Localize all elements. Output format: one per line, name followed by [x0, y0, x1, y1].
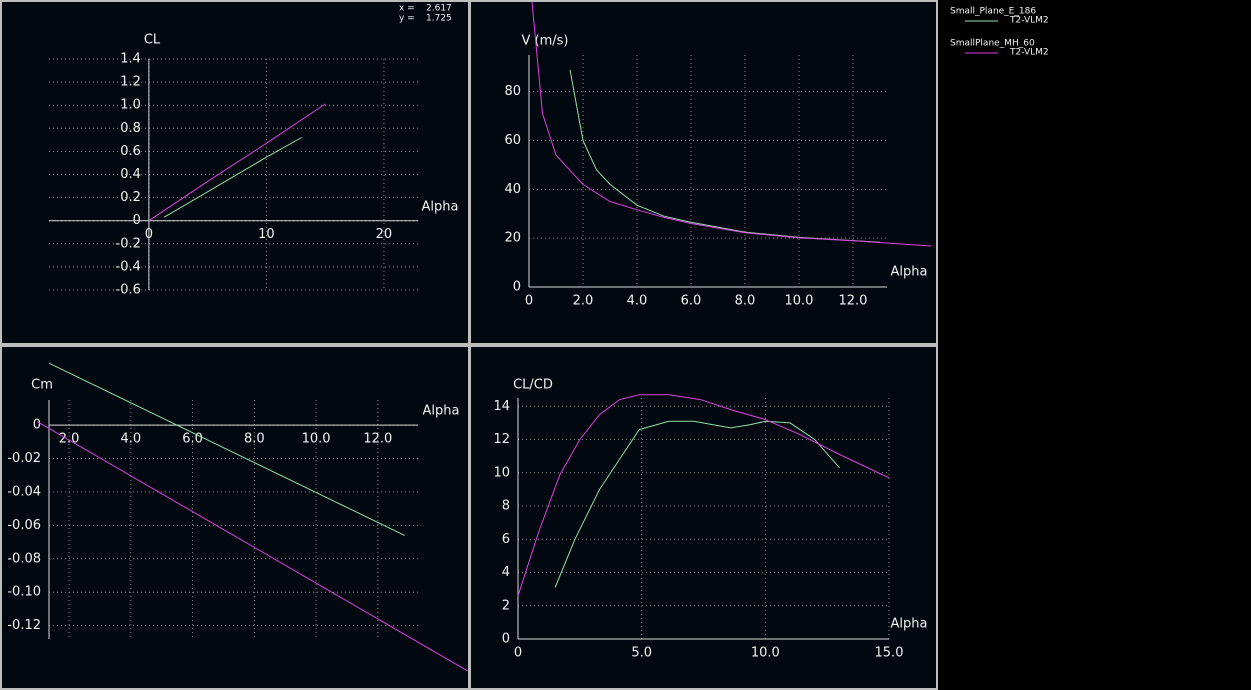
- x-tick-label: 20: [376, 227, 393, 242]
- x-tick-label: 6.0: [681, 294, 702, 309]
- chart: 0 10 20-0.6-0.4-0.200.20.40.60.81.01.21.4C…: [49, 33, 458, 298]
- y-axis-label: Cm: [31, 378, 53, 393]
- series-line: [148, 103, 326, 222]
- x-tick-label: 8.0: [735, 294, 756, 309]
- y-tick-label: 0: [33, 418, 41, 433]
- cursor-label: x =: [399, 4, 415, 14]
- x-tick-label: 8.0: [244, 432, 265, 447]
- cursor-value: 1.725: [426, 14, 452, 24]
- panel: [471, 347, 936, 688]
- x-axis-label: Alpha: [423, 404, 460, 419]
- series-line: [37, 421, 468, 672]
- y-tick-label: 1.2: [120, 75, 141, 90]
- cursor-label: y =: [399, 14, 415, 24]
- y-axis-label: CL: [144, 33, 161, 48]
- legend-polar: T2-VLM2: [1009, 16, 1049, 26]
- y-tick-label: 0: [502, 632, 510, 647]
- y-tick-label: 2: [502, 598, 510, 613]
- series-line: [48, 362, 405, 536]
- x-tick-label: 5.0: [631, 646, 652, 661]
- series-line: [163, 137, 302, 218]
- chart: 2.0 4.0 6.0 8.0 10.0 12.0-0.12-0.10-0.08-0.06…: [7, 362, 468, 672]
- legend-polar: T2-VLM2: [1009, 48, 1049, 58]
- x-axis-label: Alpha: [891, 617, 928, 632]
- panel: [471, 2, 936, 343]
- series-line: [554, 420, 840, 588]
- x-tick-label: 2.0: [573, 294, 594, 309]
- y-tick-label: -0.08: [7, 551, 41, 566]
- y-tick-label: 6: [502, 532, 510, 547]
- y-tick-label: -0.02: [7, 451, 41, 466]
- x-tick-label: 10.0: [785, 294, 814, 309]
- series-line: [531, 2, 932, 247]
- y-tick-label: 0.4: [120, 167, 141, 182]
- chart: 0 2.0 4.0 6.0 8.0 10.0 12.0 0 20 40 60 80 V (m/s) Alp…: [504, 2, 932, 309]
- x-tick-label: 4.0: [627, 294, 648, 309]
- y-tick-label: 20: [504, 231, 521, 246]
- y-tick-label: -0.04: [7, 484, 41, 499]
- y-tick-label: -0.2: [116, 236, 141, 251]
- x-tick-label: 0: [514, 646, 522, 661]
- x-tick-label: 6.0: [182, 432, 203, 447]
- panel: [2, 2, 468, 343]
- y-tick-label: 60: [504, 133, 521, 148]
- legend-name: Small_Plane_E_186: [950, 7, 1036, 17]
- y-tick-label: 12: [493, 432, 510, 447]
- y-tick-label: -0.6: [116, 283, 141, 298]
- y-tick-label: -0.06: [7, 518, 41, 533]
- x-tick-label: 4.0: [120, 432, 141, 447]
- y-tick-label: 0.6: [120, 144, 141, 159]
- x-tick-label: 10.0: [302, 432, 331, 447]
- x-axis-label: Alpha: [422, 200, 459, 215]
- y-tick-label: -0.10: [7, 585, 41, 600]
- y-tick-label: 4: [502, 565, 510, 580]
- cursor-value: 2.617: [426, 4, 452, 14]
- y-tick-label: 40: [504, 182, 521, 197]
- y-tick-label: 14: [493, 399, 510, 414]
- x-axis-label: Alpha: [891, 265, 928, 280]
- x-tick-label: 10: [258, 227, 275, 242]
- x-tick-label: 12.0: [839, 294, 868, 309]
- y-tick-label: 0.2: [120, 190, 141, 205]
- y-tick-label: 1.0: [120, 98, 141, 113]
- y-tick-label: -0.4: [116, 259, 141, 274]
- x-tick-label: 15.0: [875, 646, 904, 661]
- x-tick-label: 12.0: [363, 432, 392, 447]
- x-tick-label: 10.0: [751, 646, 780, 661]
- y-tick-label: 1.4: [120, 52, 141, 67]
- y-tick-label: 10: [493, 465, 510, 480]
- series-line: [517, 394, 890, 596]
- y-axis-label: CL/CD: [513, 378, 553, 393]
- y-tick-label: 0: [513, 280, 521, 295]
- panel: [2, 347, 468, 688]
- y-axis-label: V (m/s): [522, 34, 569, 49]
- x-tick-label: 0: [525, 294, 533, 309]
- y-tick-label: 80: [504, 84, 521, 99]
- y-tick-label: 0.8: [120, 121, 141, 136]
- y-tick-label: -0.12: [7, 618, 41, 633]
- y-tick-label: 8: [502, 499, 510, 514]
- legend-name: SmallPlane_MH_60: [950, 39, 1035, 49]
